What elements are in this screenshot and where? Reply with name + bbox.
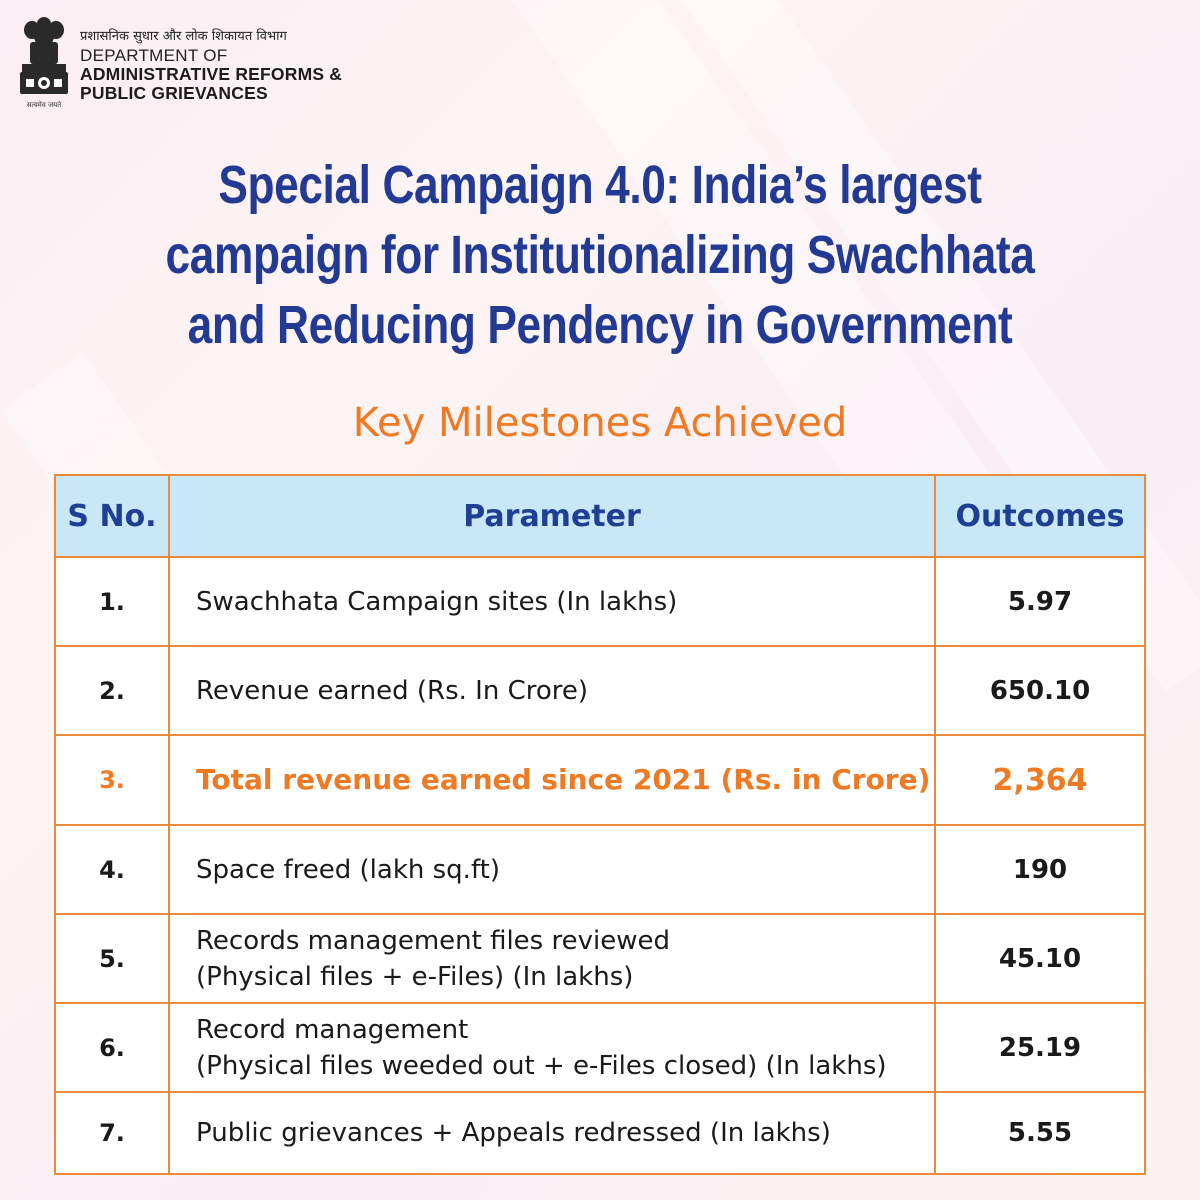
row-sno: 7.	[54, 1091, 170, 1175]
row-parameter: Space freed (lakh sq.ft)	[168, 824, 936, 915]
row-sno: 6.	[54, 1002, 170, 1093]
row-outcome: 5.55	[934, 1091, 1146, 1175]
parameter-line: Revenue earned (Rs. In Crore)	[196, 675, 589, 706]
row-outcome: 2,364	[934, 734, 1146, 826]
parameter-line: Swachhata Campaign sites (In lakhs)	[196, 586, 678, 617]
row-outcome: 25.19	[934, 1002, 1146, 1093]
table-row-highlighted: 3. Total revenue earned since 2021 (Rs. …	[54, 734, 1146, 826]
motto-text: सत्यमेव जयते	[27, 100, 62, 109]
title-line-3: and Reducing Pendency in Government	[187, 295, 1013, 355]
table-row: 1. Swachhata Campaign sites (In lakhs) 5…	[54, 556, 1146, 647]
table-header-row: S No. Parameter Outcomes	[54, 474, 1146, 558]
row-parameter: Revenue earned (Rs. In Crore)	[168, 645, 936, 736]
department-name-block: प्रशासनिक सुधार और लोक शिकायत विभाग DEPA…	[80, 14, 342, 103]
department-name-line1: ADMINISTRATIVE REFORMS &	[80, 64, 343, 84]
row-outcome: 45.10	[934, 913, 1146, 1004]
department-header: सत्यमेव जयते प्रशासनिक सुधार और लोक शिका…	[16, 14, 342, 110]
row-sno: 1.	[54, 556, 170, 647]
row-outcome: 190	[934, 824, 1146, 915]
title-line-1: Special Campaign 4.0: India’s largest	[218, 155, 982, 215]
row-sno: 3.	[54, 734, 170, 826]
column-header-sno: S No.	[54, 474, 170, 558]
section-subtitle: Key Milestones Achieved	[352, 400, 848, 446]
table-row: 7. Public grievances + Appeals redressed…	[54, 1091, 1146, 1175]
table-row: 2. Revenue earned (Rs. In Crore) 650.10	[54, 645, 1146, 736]
parameter-line: Records management files reviewed	[196, 925, 670, 956]
table-row: 4. Space freed (lakh sq.ft) 190	[54, 824, 1146, 915]
ashoka-emblem-icon: सत्यमेव जयते	[16, 14, 72, 110]
parameter-line: Space freed (lakh sq.ft)	[196, 854, 500, 885]
parameter-line: (Physical files + e-Files) (In lakhs)	[196, 961, 634, 992]
row-sno: 5.	[54, 913, 170, 1004]
parameter-line: Total revenue earned since 2021 (Rs. in …	[196, 763, 931, 796]
row-sno: 4.	[54, 824, 170, 915]
title-line-2: campaign for Institutionalizing Swachhat…	[165, 225, 1035, 285]
row-parameter: Record management (Physical files weeded…	[168, 1002, 936, 1093]
table-row: 6. Record management (Physical files wee…	[54, 1002, 1146, 1093]
department-hindi-name: प्रशासनिक सुधार और लोक शिकायत विभाग	[80, 29, 287, 44]
column-header-outcomes: Outcomes	[934, 474, 1146, 558]
row-parameter: Records management files reviewed (Physi…	[168, 913, 936, 1004]
row-parameter: Total revenue earned since 2021 (Rs. in …	[168, 734, 936, 826]
parameter-line: Record management	[196, 1014, 469, 1045]
column-header-parameter: Parameter	[168, 474, 936, 558]
row-outcome: 5.97	[934, 556, 1146, 647]
parameter-line: Public grievances + Appeals redressed (I…	[196, 1118, 831, 1148]
department-name-line2: PUBLIC GRIEVANCES	[80, 83, 268, 103]
parameter-line: (Physical files weeded out + e-Files clo…	[196, 1050, 887, 1081]
table-row: 5. Records management files reviewed (Ph…	[54, 913, 1146, 1004]
milestones-table: S No. Parameter Outcomes 1. Swachhata Ca…	[54, 474, 1146, 1175]
page-title: Special Campaign 4.0: India’s largest ca…	[108, 150, 1092, 360]
row-parameter: Swachhata Campaign sites (In lakhs)	[168, 556, 936, 647]
row-parameter: Public grievances + Appeals redressed (I…	[168, 1091, 936, 1175]
row-sno: 2.	[54, 645, 170, 736]
row-outcome: 650.10	[934, 645, 1146, 736]
department-of-label: DEPARTMENT OF	[80, 46, 228, 65]
